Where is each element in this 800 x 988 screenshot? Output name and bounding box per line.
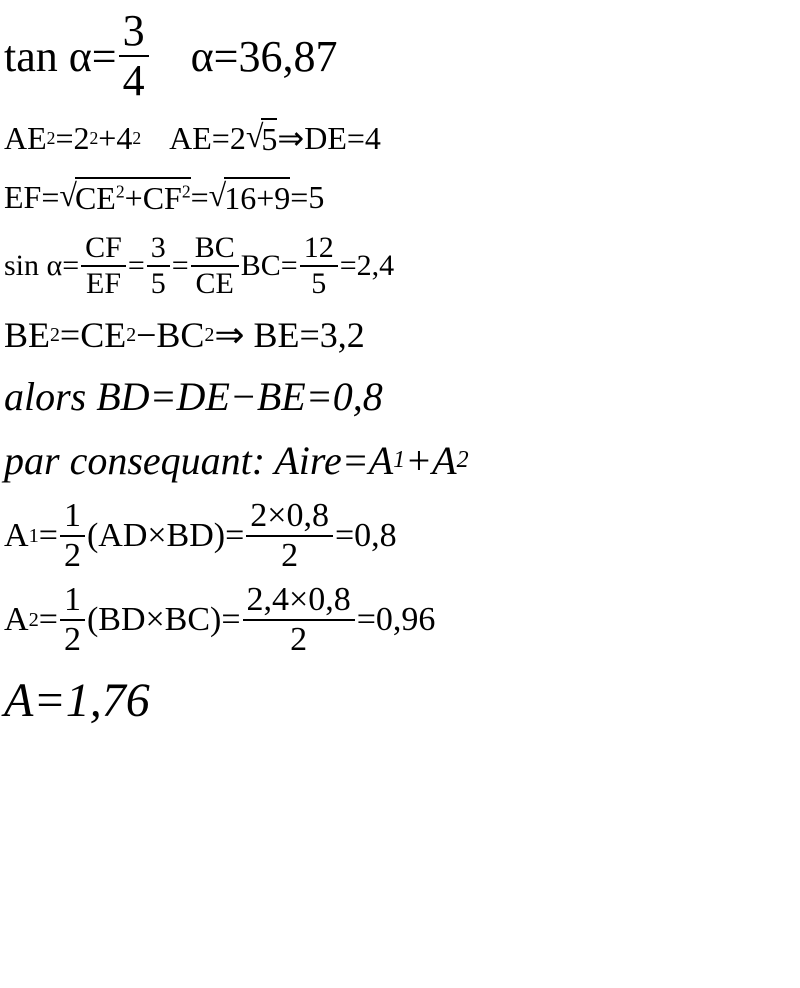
text: A	[4, 517, 29, 555]
text: AE=2	[169, 120, 246, 157]
sqrt: √5	[246, 118, 278, 158]
sqrt-content: CE2+CF2	[75, 177, 191, 217]
equation-line-4: sin α= CFEF = 35 = BCCE BC= 125 =2,4	[4, 230, 796, 302]
fraction: 125	[300, 233, 338, 299]
equation-line-1: tan α= 3 4 α=36,87	[4, 8, 796, 104]
text: BE	[4, 314, 50, 356]
text: =2,4	[340, 249, 394, 283]
text: =CE	[60, 314, 126, 356]
text: par consequant: Aire=A	[4, 437, 393, 484]
equation-line-10: A=1,76	[4, 668, 796, 732]
sqrt-content: 16+9	[224, 177, 290, 217]
text: −BC	[136, 314, 204, 356]
text: =	[128, 249, 145, 283]
fraction: 3 4	[119, 9, 149, 103]
text: ⇒DE=4	[277, 119, 381, 157]
denominator: 4	[119, 57, 149, 103]
sqrt-content: 5	[261, 118, 277, 158]
text: α=36,87	[191, 31, 338, 82]
equation-line-3: EF= √CE2+CF2 = √16+9 =5	[4, 168, 796, 226]
fraction: 12	[60, 583, 85, 657]
fraction: 2,4×0,82	[243, 583, 355, 657]
text: =5	[290, 179, 324, 216]
fraction: 12	[60, 499, 85, 573]
text: =2	[55, 120, 89, 157]
text: A=1,76	[4, 673, 150, 728]
text: +4	[98, 120, 132, 157]
equation-line-6: alors BD=DE−BE=0,8	[4, 368, 796, 424]
fraction: CFEF	[81, 233, 126, 299]
fraction: 2×0,82	[246, 499, 333, 573]
equation-line-8: A1 = 12 (AD×BD)= 2×0,82 =0,8	[4, 496, 796, 576]
text: alors BD=DE−BE=0,8	[4, 373, 383, 420]
text: A	[4, 601, 29, 639]
text: tan α=	[4, 31, 117, 82]
sqrt: √16+9	[209, 177, 291, 217]
text: (AD×BD)=	[87, 517, 244, 555]
text: =	[39, 601, 58, 639]
text: =	[172, 249, 189, 283]
equation-line-5: BE2 =CE2 −BC2 ⇒ BE=3,2	[4, 306, 796, 364]
text: BC=	[241, 249, 298, 283]
equation-line-2: AE2 =22 +42 AE=2 √5 ⇒DE=4	[4, 112, 796, 164]
text: (BD×BC)=	[87, 601, 241, 639]
text: AE	[4, 120, 47, 157]
text: EF=	[4, 179, 59, 216]
text: sin α=	[4, 249, 79, 283]
fraction: 35	[147, 233, 170, 299]
equation-line-9: A2 = 12 (BD×BC)= 2,4×0,82 =0,96	[4, 580, 796, 660]
text: ⇒ BE=3,2	[214, 314, 364, 356]
fraction: BCCE	[191, 233, 239, 299]
text: =0,8	[335, 517, 397, 555]
equation-line-7: par consequant: Aire=A1 +A2	[4, 428, 796, 492]
text: =	[39, 517, 58, 555]
text: =0,96	[357, 601, 436, 639]
text: =	[191, 179, 209, 216]
numerator: 3	[119, 9, 149, 57]
text: +A	[405, 437, 456, 484]
sqrt: √CE2+CF2	[59, 177, 190, 217]
